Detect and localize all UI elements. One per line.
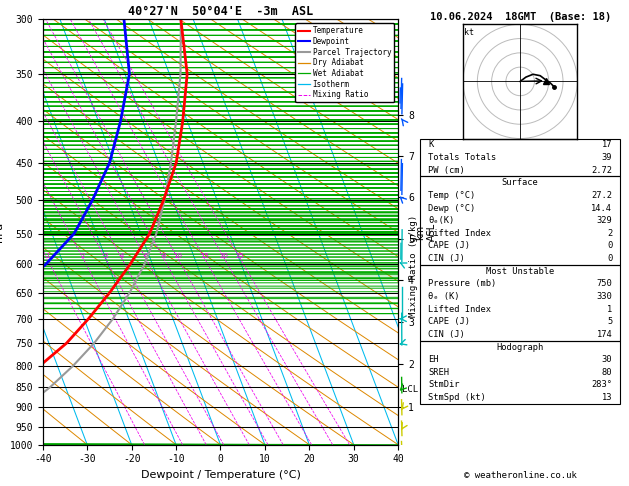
Text: 0: 0 xyxy=(607,242,612,250)
Text: PW (cm): PW (cm) xyxy=(428,166,465,174)
Text: kt: kt xyxy=(464,28,474,37)
Text: EH: EH xyxy=(428,355,438,364)
Text: θₑ (K): θₑ (K) xyxy=(428,292,460,301)
Text: 4: 4 xyxy=(120,253,124,259)
Text: 2: 2 xyxy=(607,229,612,238)
Text: © weatheronline.co.uk: © weatheronline.co.uk xyxy=(464,471,577,480)
Title: 40°27'N  50°04'E  -3m  ASL: 40°27'N 50°04'E -3m ASL xyxy=(128,5,313,18)
Text: 17: 17 xyxy=(602,140,612,149)
Text: Most Unstable: Most Unstable xyxy=(486,267,554,276)
Text: 1: 1 xyxy=(45,253,49,259)
Text: 27.2: 27.2 xyxy=(591,191,612,200)
Text: CIN (J): CIN (J) xyxy=(428,254,465,263)
Text: Surface: Surface xyxy=(502,178,538,187)
Text: CAPE (J): CAPE (J) xyxy=(428,242,470,250)
Text: θₑ(K): θₑ(K) xyxy=(428,216,454,225)
Text: 8: 8 xyxy=(162,253,166,259)
Text: 6: 6 xyxy=(143,253,148,259)
Legend: Temperature, Dewpoint, Parcel Trajectory, Dry Adiabat, Wet Adiabat, Isotherm, Mi: Temperature, Dewpoint, Parcel Trajectory… xyxy=(295,23,394,103)
Text: Dewp (°C): Dewp (°C) xyxy=(428,204,476,212)
Text: 5: 5 xyxy=(607,317,612,326)
Text: 2.72: 2.72 xyxy=(591,166,612,174)
Text: 2: 2 xyxy=(81,253,86,259)
Text: 13: 13 xyxy=(602,393,612,402)
Text: 10: 10 xyxy=(174,253,182,259)
Text: 30: 30 xyxy=(602,355,612,364)
Text: Lifted Index: Lifted Index xyxy=(428,229,491,238)
Text: 14.4: 14.4 xyxy=(591,204,612,212)
Text: 750: 750 xyxy=(596,279,612,288)
Text: 283°: 283° xyxy=(591,381,612,389)
Text: Totals Totals: Totals Totals xyxy=(428,153,496,162)
Y-axis label: hPa: hPa xyxy=(0,222,4,242)
Text: 330: 330 xyxy=(596,292,612,301)
Text: CAPE (J): CAPE (J) xyxy=(428,317,470,326)
Text: StmSpd (kt): StmSpd (kt) xyxy=(428,393,486,402)
Text: LCL: LCL xyxy=(402,385,418,394)
Y-axis label: km
ASL: km ASL xyxy=(415,223,437,241)
Text: 0: 0 xyxy=(607,254,612,263)
Text: Mixing Ratio (g/kg): Mixing Ratio (g/kg) xyxy=(409,215,418,317)
Text: 39: 39 xyxy=(602,153,612,162)
Text: 174: 174 xyxy=(596,330,612,339)
Text: SREH: SREH xyxy=(428,368,449,377)
Text: 25: 25 xyxy=(236,253,245,259)
Text: 80: 80 xyxy=(602,368,612,377)
Text: 1: 1 xyxy=(607,305,612,313)
Text: Lifted Index: Lifted Index xyxy=(428,305,491,313)
Text: Temp (°C): Temp (°C) xyxy=(428,191,476,200)
Text: 329: 329 xyxy=(596,216,612,225)
Text: 20: 20 xyxy=(220,253,229,259)
Text: Pressure (mb): Pressure (mb) xyxy=(428,279,496,288)
Text: 10.06.2024  18GMT  (Base: 18): 10.06.2024 18GMT (Base: 18) xyxy=(430,12,611,22)
Text: Hodograph: Hodograph xyxy=(496,343,544,351)
Text: K: K xyxy=(428,140,433,149)
Text: 15: 15 xyxy=(200,253,209,259)
Text: CIN (J): CIN (J) xyxy=(428,330,465,339)
Text: 3: 3 xyxy=(103,253,108,259)
X-axis label: Dewpoint / Temperature (°C): Dewpoint / Temperature (°C) xyxy=(140,470,301,480)
Text: StmDir: StmDir xyxy=(428,381,460,389)
